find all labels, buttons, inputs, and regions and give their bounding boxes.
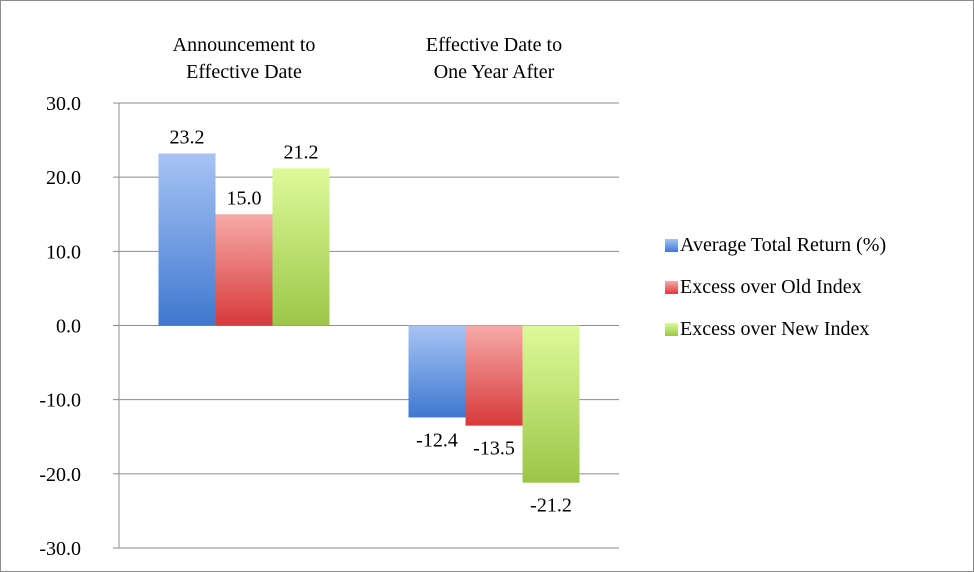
data-label: 21.2 bbox=[284, 141, 319, 163]
data-label: 15.0 bbox=[227, 187, 262, 209]
data-label: -12.4 bbox=[416, 429, 458, 451]
y-tick-label: 20.0 bbox=[46, 167, 81, 189]
bar bbox=[272, 168, 330, 326]
data-labels: 23.2 15.0 21.2 -12.4 -13.5 -21.2 bbox=[170, 126, 572, 516]
y-axis: 30.0 20.0 10.0 0.0 -10.0 -20.0 -30.0 bbox=[39, 93, 120, 560]
legend-swatch bbox=[665, 239, 678, 252]
data-label: -13.5 bbox=[473, 438, 515, 460]
data-label: 23.2 bbox=[170, 126, 205, 148]
bar bbox=[522, 325, 580, 483]
y-tick-label: -10.0 bbox=[39, 390, 81, 412]
bars bbox=[158, 153, 580, 483]
category-label: Effective Date to One Year After bbox=[426, 34, 562, 83]
bar bbox=[215, 214, 273, 326]
y-tick-label: 0.0 bbox=[56, 316, 81, 338]
legend-label: Average Total Return (%) bbox=[680, 234, 886, 256]
category-labels: Announcement to Effective Date Effective D… bbox=[173, 34, 562, 83]
legend-label: Excess over New Index bbox=[680, 318, 869, 340]
bar bbox=[408, 325, 466, 418]
category-label: Announcement to Effective Date bbox=[173, 34, 316, 83]
y-tick-label: -20.0 bbox=[39, 464, 81, 486]
bar bbox=[158, 153, 216, 326]
legend-swatch bbox=[665, 323, 678, 336]
legend-label: Excess over Old Index bbox=[680, 276, 862, 298]
data-label: -21.2 bbox=[530, 495, 572, 517]
bar bbox=[465, 325, 523, 426]
legend-swatch bbox=[665, 281, 678, 294]
legend: Average Total Return (%) Excess over Old … bbox=[665, 234, 886, 340]
y-tick-label: 10.0 bbox=[46, 241, 81, 263]
y-tick-label: 30.0 bbox=[46, 93, 81, 115]
y-tick-label: -30.0 bbox=[39, 538, 81, 560]
